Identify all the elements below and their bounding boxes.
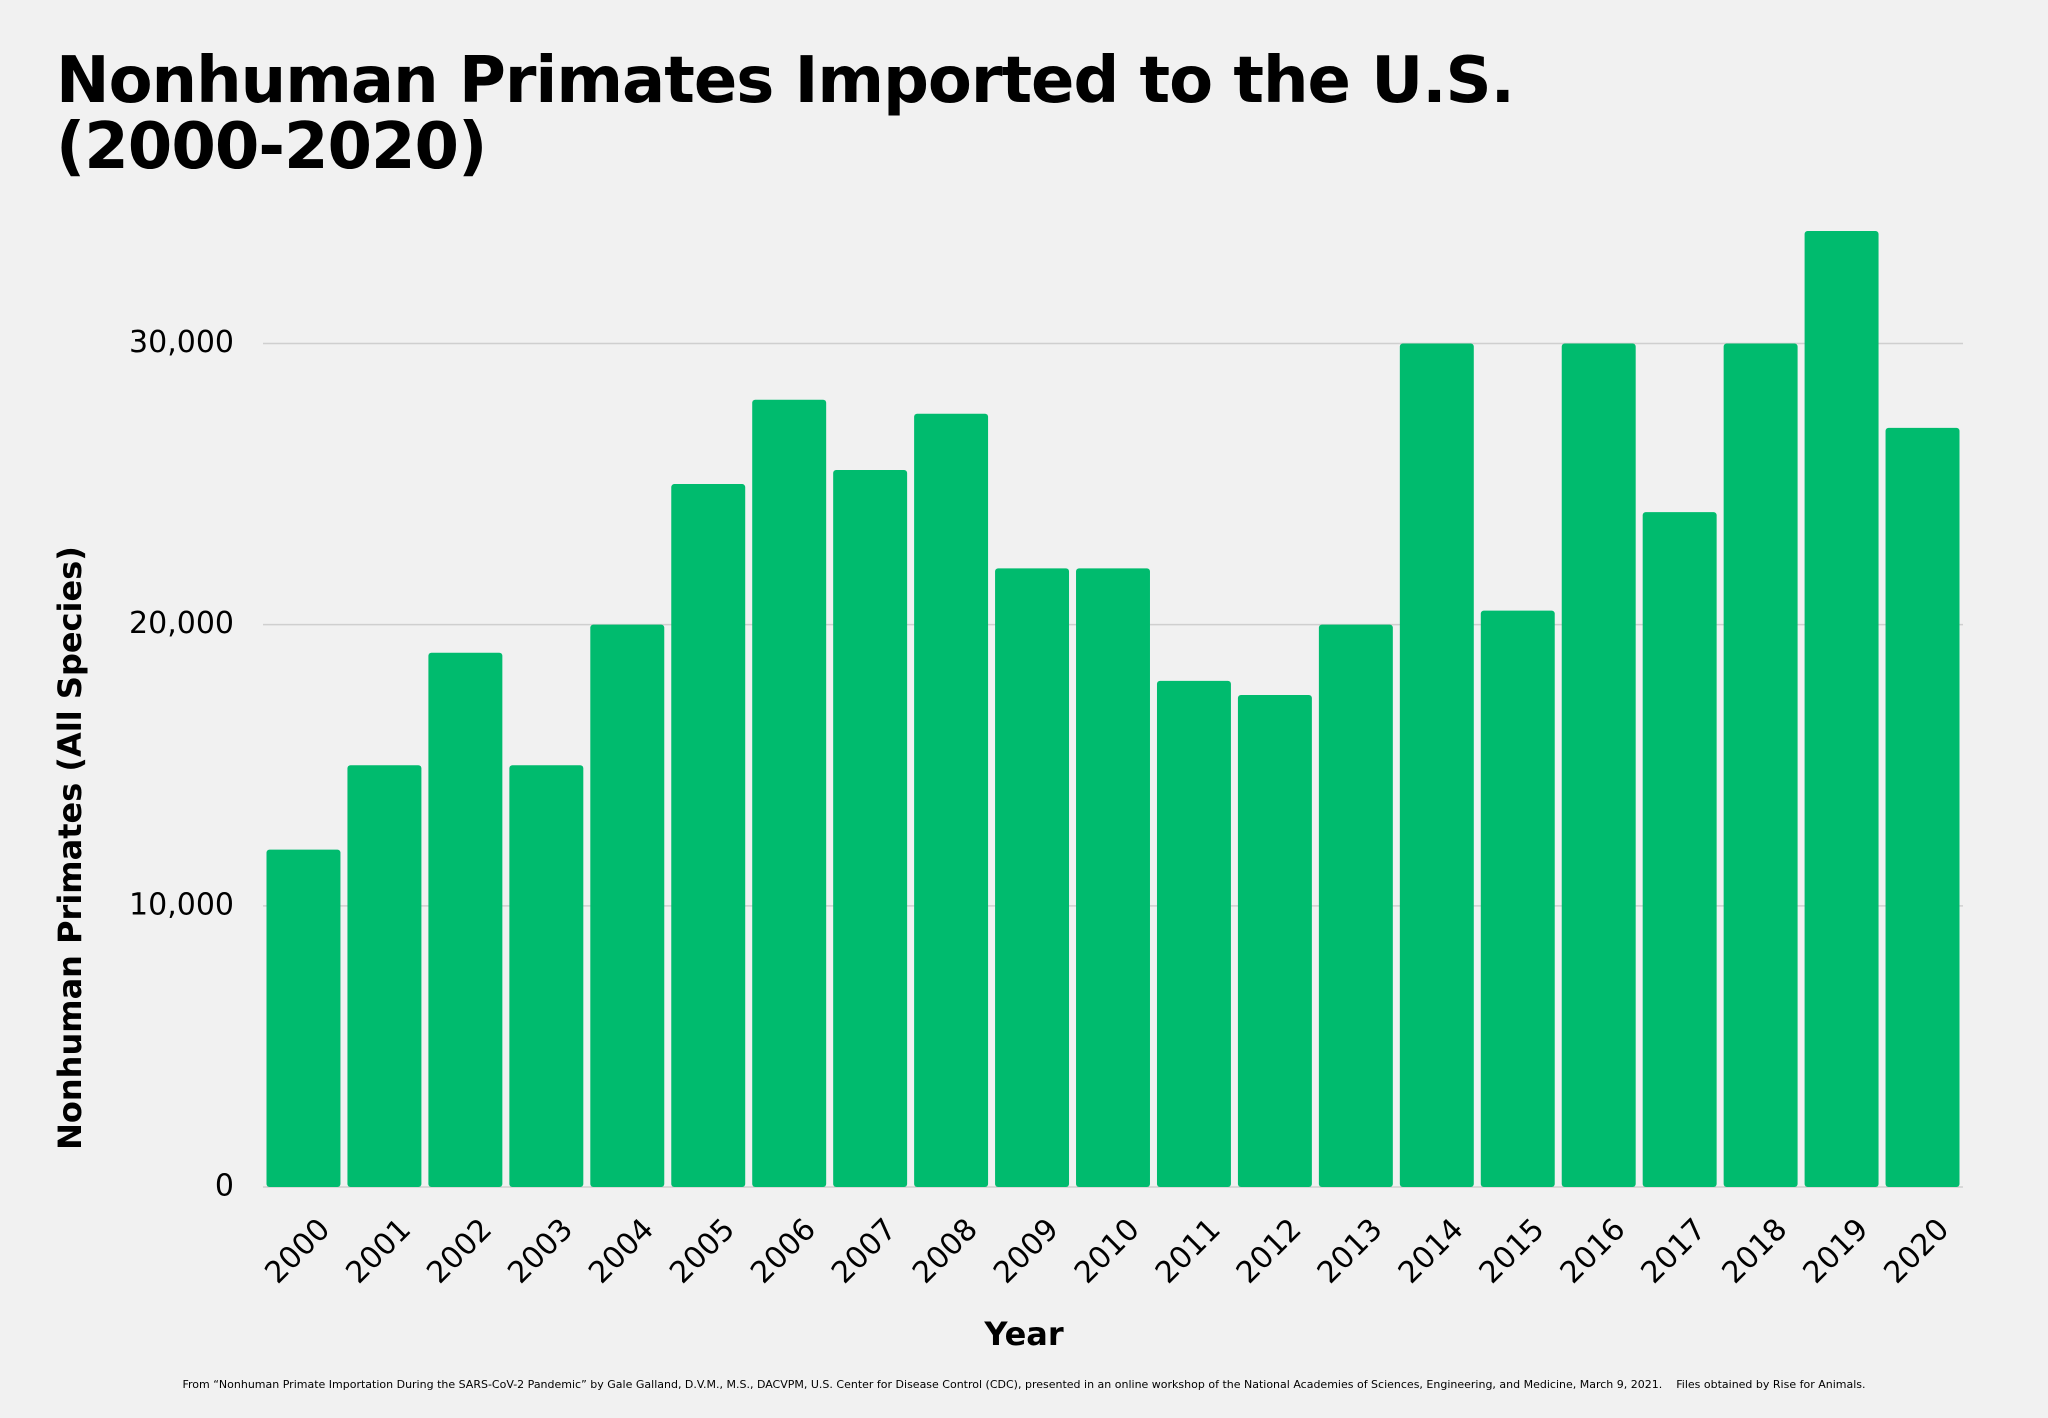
bar — [509, 765, 584, 1187]
source-note: From “Nonhuman Primate Importation Durin… — [182, 1378, 1866, 1391]
bar — [833, 470, 908, 1187]
x-tick-label: 2012 — [1230, 1212, 1309, 1291]
bar — [590, 624, 665, 1187]
bar — [266, 849, 341, 1187]
x-tick-label: 2009 — [987, 1212, 1066, 1291]
bar — [428, 652, 503, 1187]
x-tick-label: 2016 — [1554, 1212, 1633, 1291]
bar — [347, 765, 422, 1187]
x-tick-label: 2013 — [1311, 1212, 1390, 1291]
x-tick-label: 2010 — [1068, 1212, 1147, 1291]
bar — [1561, 343, 1636, 1187]
x-tick-label: 2004 — [582, 1212, 661, 1291]
bar — [1318, 624, 1393, 1187]
x-tick-label: 2020 — [1877, 1212, 1956, 1291]
chart-title: Nonhuman Primates Imported to the U.S. (… — [56, 44, 1515, 184]
bar — [752, 399, 827, 1187]
x-axis-title: Year — [983, 1315, 1064, 1353]
x-tick-label: 2018 — [1716, 1212, 1795, 1291]
x-tick-label: 2002 — [420, 1212, 499, 1291]
bar — [1156, 680, 1231, 1187]
x-tick-label: 2007 — [825, 1212, 904, 1291]
y-axis-title: Nonhuman Primates (All Species) — [51, 546, 89, 1150]
x-tick-label: 2008 — [906, 1212, 985, 1291]
bar — [1237, 694, 1312, 1187]
bar — [1399, 343, 1474, 1187]
y-tick-label: 20,000 — [129, 606, 234, 641]
y-tick-label: 0 — [215, 1169, 234, 1204]
bar — [1480, 610, 1555, 1187]
x-tick-label: 2019 — [1796, 1212, 1875, 1291]
y-tick-label: 30,000 — [129, 325, 234, 360]
bar — [671, 484, 746, 1187]
x-tick-label: 2000 — [258, 1212, 337, 1291]
x-tick-label: 2006 — [744, 1212, 823, 1291]
x-tick-label: 2005 — [663, 1212, 742, 1291]
bar — [1885, 427, 1960, 1188]
x-tick-label: 2001 — [339, 1212, 418, 1291]
x-tick-label: 2015 — [1473, 1212, 1552, 1291]
bar — [1804, 231, 1879, 1187]
x-tick-label: 2003 — [501, 1212, 580, 1291]
x-tick-label: 2011 — [1149, 1212, 1228, 1291]
bar — [1642, 512, 1717, 1187]
bar — [1076, 568, 1150, 1187]
bar — [995, 568, 1070, 1187]
x-tick-label: 2017 — [1635, 1212, 1714, 1291]
y-tick-label: 10,000 — [129, 887, 234, 922]
x-tick-label: 2014 — [1392, 1212, 1471, 1291]
bar — [1723, 343, 1798, 1187]
bar — [914, 413, 989, 1187]
